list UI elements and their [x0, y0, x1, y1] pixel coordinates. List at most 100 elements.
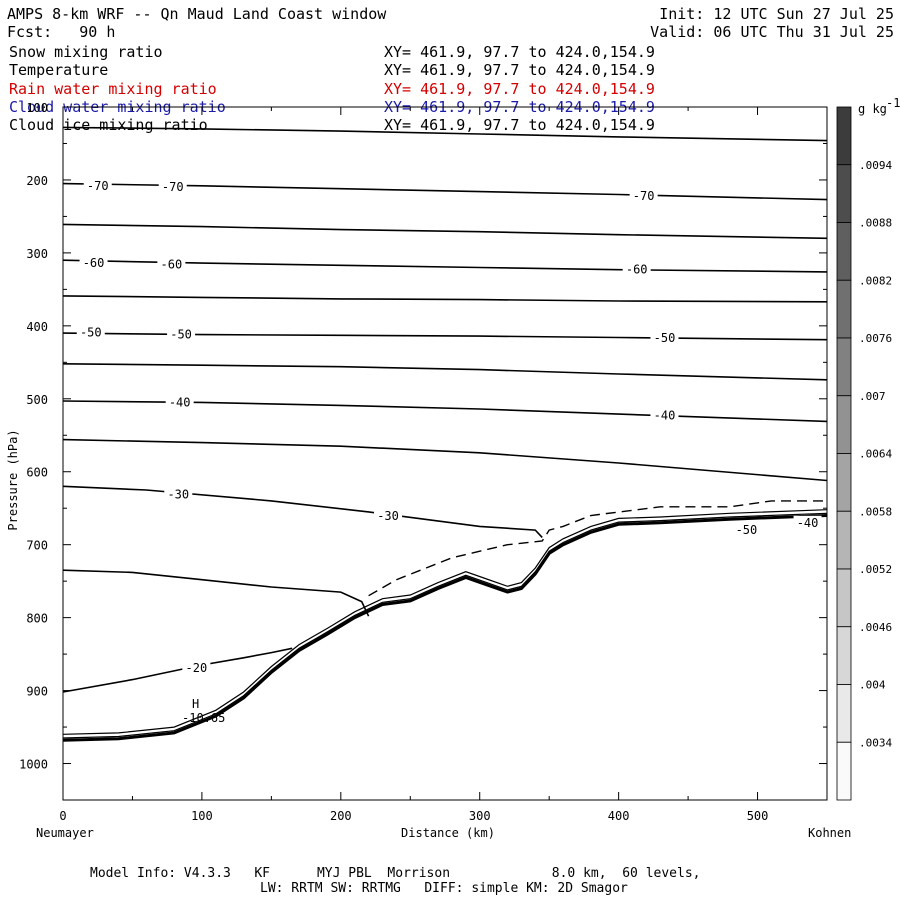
- contour-label-bg-10: [650, 408, 679, 422]
- colorbar-label-10: .0034: [859, 736, 892, 749]
- field-name-snow: Snow mixing ratio: [9, 43, 163, 61]
- isotherm-0: [62, 126, 828, 142]
- colorbar-label-6: .0058: [859, 505, 892, 518]
- isotherm-8: [62, 438, 828, 482]
- contour-label-bg-11: [164, 487, 193, 501]
- colorbar-label-9: .004: [859, 679, 886, 692]
- y-tick-label-500: 500: [26, 393, 48, 407]
- extremum-value: -10.65: [182, 711, 225, 725]
- colorbar-segment-0: [836, 106, 852, 166]
- contour-label-5: -60: [626, 263, 648, 277]
- valid-time: Valid: 06 UTC Thu 31 Jul 25: [650, 23, 894, 41]
- contour-label-2: -70: [633, 189, 655, 203]
- contour-label-bg-5: [622, 262, 651, 276]
- isotherm-9: [62, 485, 543, 538]
- contour-label-bg-12: [374, 509, 403, 523]
- colorbar-label-2: .0082: [859, 274, 892, 287]
- chart-title: AMPS 8-km WRF -- Qn Maud Land Coast wind…: [7, 5, 387, 23]
- init-time: Init: 12 UTC Sun 27 Jul 25: [659, 5, 894, 23]
- isotherm-11: [62, 647, 293, 693]
- contour-label-3: -60: [83, 256, 105, 270]
- x-tick-label-200: 200: [330, 809, 352, 823]
- axes-layer: 100 200 300 400 500 600 700 800 900 1000 0 100 200 30…: [19, 101, 827, 823]
- isotherm-6: [62, 363, 828, 381]
- colorbar-segment-2: [836, 222, 852, 281]
- footer-physics-info: LW: RRTM SW: RRTMG DIFF: simple KM: 2D S…: [260, 881, 628, 896]
- y-tick-label-900: 900: [26, 685, 48, 699]
- y-tick-label-800: 800: [26, 612, 48, 626]
- contour-label-bg-2: [629, 188, 658, 202]
- contour-label-6: -50: [80, 325, 102, 339]
- colorbar-segment-7: [836, 510, 852, 570]
- contour-label-11: -30: [167, 487, 189, 501]
- colorbar-label-7: .0052: [859, 563, 892, 576]
- contour-label-bg-1: [158, 180, 187, 194]
- extremum-symbol: H: [192, 697, 199, 711]
- field-name-rain: Rain water mixing ratio: [9, 80, 217, 98]
- x-tick-label-500: 500: [747, 809, 769, 823]
- y-tick-label-700: 700: [26, 539, 48, 553]
- y-tick-label-300: 300: [26, 247, 48, 261]
- contour-label-13: -20: [186, 661, 208, 675]
- x-tick-label-300: 300: [469, 809, 491, 823]
- x-end-label: Kohnen: [808, 826, 851, 840]
- contour-label-1: -70: [162, 180, 184, 194]
- y-axis-label: Pressure (hPa): [6, 429, 20, 530]
- contour-label-15: -40: [797, 516, 819, 530]
- colorbar-label-0: .0094: [859, 159, 892, 172]
- x-axis-label: Distance (km): [401, 826, 495, 840]
- colorbar-unit: g kg: [858, 102, 887, 116]
- contour-label-layer: -70 -70 -70 -60 -60 -60 -50 -50 -50 -40 -40 -30 -30 -…: [76, 178, 822, 675]
- contour-label-bg-4: [157, 257, 186, 271]
- colorbar-segment-11: [836, 741, 852, 801]
- x-tick-label-0: 0: [59, 809, 66, 823]
- x-tick-label-100: 100: [191, 809, 213, 823]
- contour-label-4: -60: [161, 258, 183, 272]
- colorbar-unit-exponent: -1: [886, 96, 900, 110]
- colorbar-segment-3: [836, 279, 852, 339]
- colorbar-label-3: .0076: [859, 332, 892, 345]
- colorbar-segment-5: [836, 395, 852, 454]
- contour-label-bg-15: [793, 515, 822, 529]
- colorbar-label-8: .0046: [859, 621, 892, 634]
- field-xy-snow: XY= 461.9, 97.7 to 424.0,154.9: [384, 43, 655, 61]
- contour-label-bg-0: [83, 178, 112, 192]
- colorbar-segment-10: [836, 684, 852, 743]
- terrain-contour-mid: [62, 512, 828, 739]
- y-tick-label-200: 200: [26, 174, 48, 188]
- colorbar-label-5: .0064: [859, 448, 892, 461]
- x-tick-label-400: 400: [608, 809, 630, 823]
- contour-label-bg-7: [167, 327, 196, 341]
- contour-label-10: -40: [654, 409, 676, 423]
- isotherm-layer: [62, 126, 828, 693]
- x-start-label: Neumayer: [36, 826, 94, 840]
- footer-model-info: Model Info: V4.3.3 KF MYJ PBL Morrison 8…: [90, 866, 701, 881]
- y-tick-label-100: 100: [26, 101, 48, 115]
- contour-label-0: -70: [87, 179, 109, 193]
- y-tick-label-600: 600: [26, 466, 48, 480]
- contour-label-7: -50: [170, 328, 192, 342]
- contour-label-bg-13: [182, 660, 211, 674]
- contour-label-bg-8: [650, 331, 679, 345]
- contour-label-bg-6: [76, 325, 105, 339]
- colorbar-segment-4: [836, 337, 852, 397]
- terrain-layer: [62, 500, 828, 742]
- contour-label-9: -40: [169, 395, 191, 409]
- field-xy-cloud-ice: XY= 461.9, 97.7 to 424.0,154.9: [384, 116, 655, 134]
- field-name-temperature: Temperature: [9, 61, 109, 79]
- terrain-contour-upper: [62, 509, 828, 735]
- contour-label-bg-14: [732, 523, 761, 537]
- contour-label-14: -50: [736, 523, 758, 537]
- isotherm-4: [62, 295, 828, 303]
- colorbar-label-4: .007: [859, 390, 886, 403]
- isotherm-2: [62, 223, 828, 240]
- y-tick-label-1000: 1000: [19, 758, 48, 772]
- contour-label-bg-3: [79, 256, 108, 270]
- y-tick-label-400: 400: [26, 320, 48, 334]
- colorbar: .0094 .0088 .0082 .0076 .007 .0064 .0058 .0052.…: [836, 106, 892, 801]
- colorbar-label-1: .0088: [859, 217, 892, 230]
- dashed-contour: [368, 500, 827, 597]
- contour-label-12: -30: [377, 509, 399, 523]
- colorbar-segment-8: [836, 568, 852, 628]
